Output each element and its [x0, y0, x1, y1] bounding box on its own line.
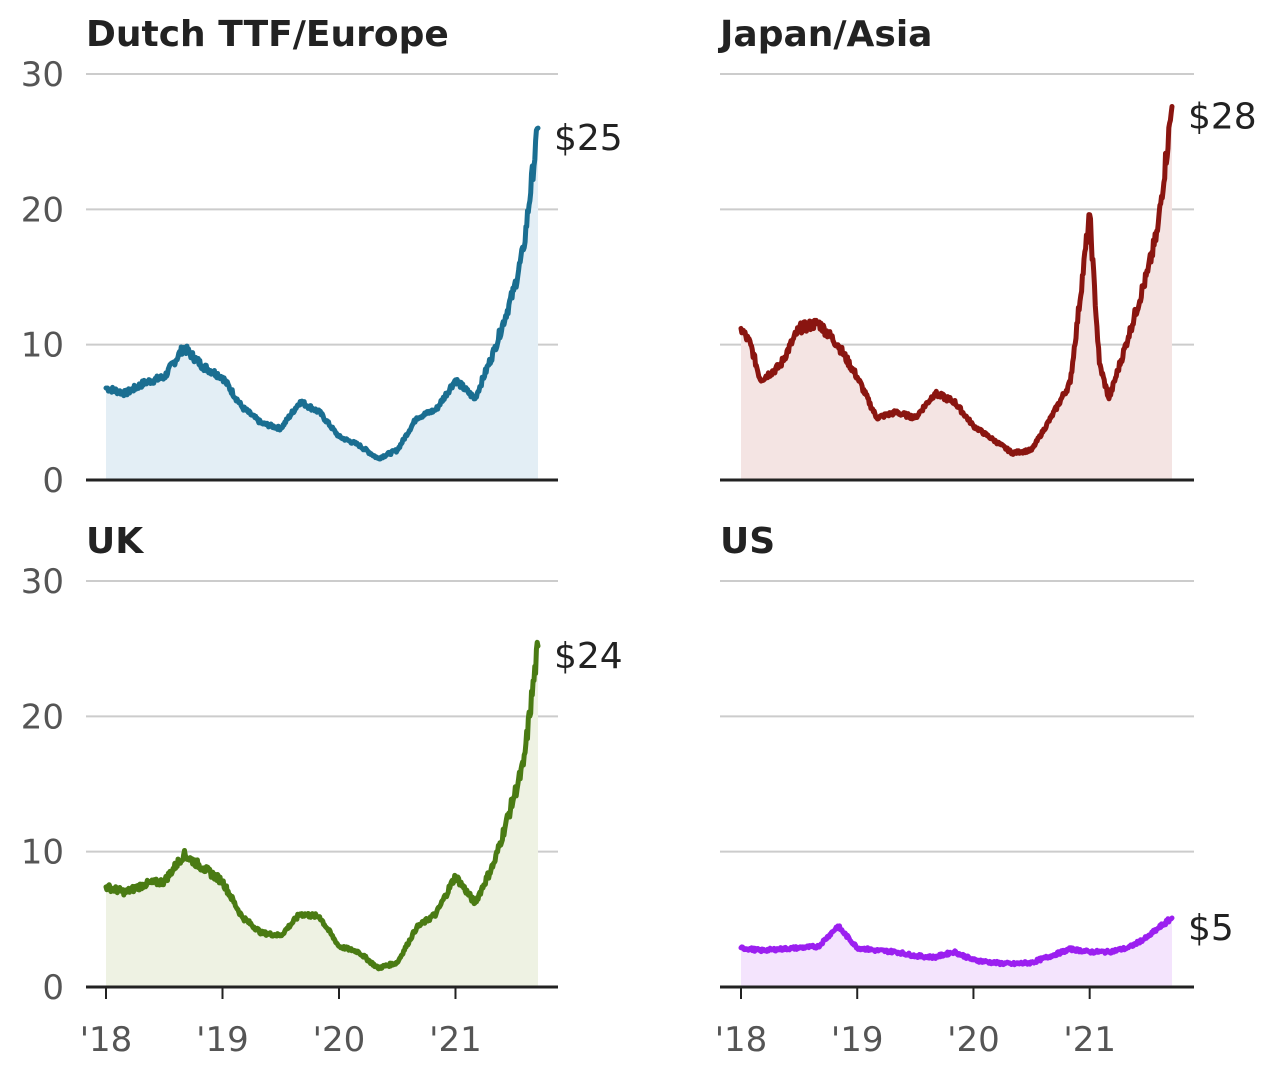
- end-value-label-us: $5: [1188, 908, 1234, 949]
- y-tick-label: 10: [21, 326, 64, 366]
- y-tick-label: 0: [42, 968, 64, 1008]
- y-tick-label: 20: [21, 190, 64, 230]
- end-value-label-dutch-ttf-europe: $25: [554, 118, 623, 159]
- area-fill-dutch-ttf-europe: [106, 128, 538, 480]
- area-fill-uk: [106, 642, 538, 987]
- area-fill-us: [741, 918, 1172, 987]
- end-value-label-uk: $24: [554, 636, 623, 677]
- x-tick-label: '18: [715, 1020, 768, 1060]
- panel-title-japan-asia: Japan/Asia: [717, 14, 932, 55]
- x-tick-label: '19: [831, 1020, 884, 1060]
- end-value-label-japan-asia: $28: [1188, 96, 1257, 137]
- y-tick-label: 30: [21, 55, 64, 95]
- x-tick-label: '20: [313, 1020, 366, 1060]
- x-tick-label: '21: [1063, 1020, 1116, 1060]
- x-tick-label: '21: [429, 1020, 482, 1060]
- series-line-dutch-ttf-europe: [103, 125, 541, 462]
- area-fill-japan-asia: [741, 106, 1172, 480]
- series-line-us: [738, 915, 1175, 968]
- x-tick-label: '19: [196, 1020, 249, 1060]
- series-line-japan-asia: [738, 104, 1175, 457]
- y-tick-label: 0: [42, 461, 64, 501]
- panel-title-us: US: [720, 521, 775, 562]
- y-tick-label: 20: [21, 697, 64, 737]
- x-tick-label: '18: [80, 1020, 133, 1060]
- x-tick-label: '20: [947, 1020, 1000, 1060]
- y-tick-label: 10: [21, 833, 64, 873]
- panel-title-uk: UK: [86, 521, 144, 562]
- series-line-uk: [103, 639, 541, 972]
- panel-title-dutch-ttf-europe: Dutch TTF/Europe: [86, 14, 449, 55]
- y-tick-label: 30: [21, 562, 64, 602]
